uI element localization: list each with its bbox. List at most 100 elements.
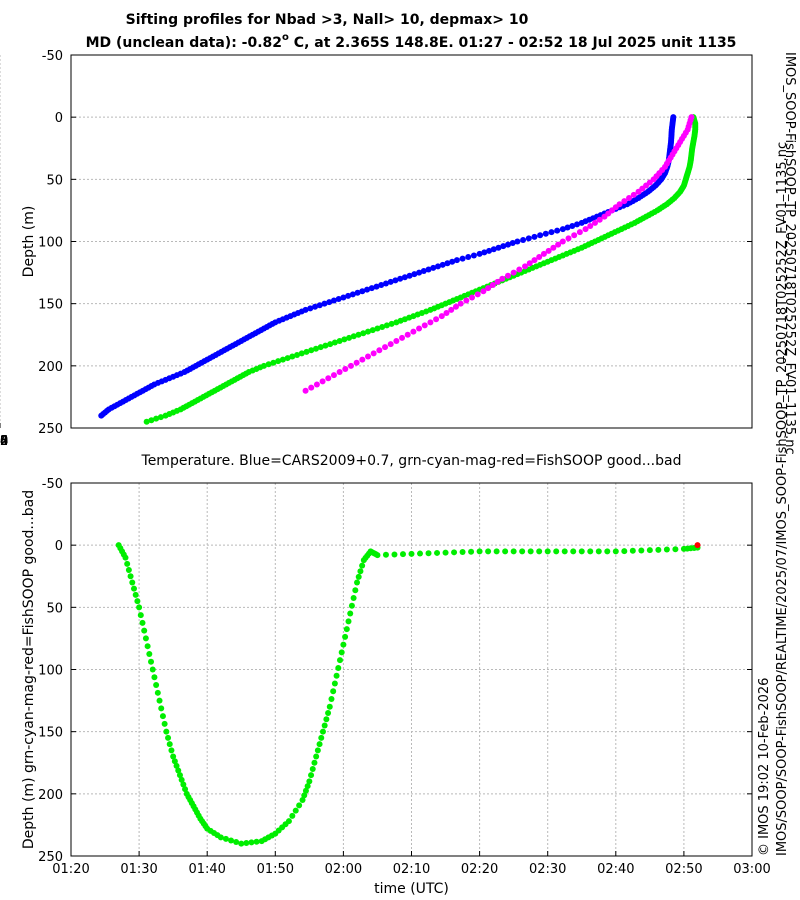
chart1-xtick-label: 02:30 (529, 862, 566, 877)
figure-titles: Sifting profiles for Nbad >3, Nall> 10, … (86, 12, 737, 51)
chart1-data-point (148, 658, 155, 665)
chart1-data-point (180, 781, 187, 788)
chart0-data-point (382, 280, 389, 287)
chart1-ytick-label: 150 (38, 726, 63, 741)
chart0-series-magenta (302, 114, 695, 394)
chart0-data-point (346, 334, 353, 341)
chart1-data-point (178, 776, 185, 783)
chart1-data-point (629, 547, 636, 554)
chart1-xtick-label: 02:50 (665, 862, 702, 877)
chart0-data-point (345, 292, 352, 299)
chart0-data-point (349, 291, 356, 298)
chart1-data-point (319, 728, 326, 735)
chart0-data-point (540, 250, 547, 257)
chart0-data-point (360, 330, 367, 337)
time-depth-panel: 01:20 01:30 01:40 01:50 02:00 02:10 02:20 02:30… (21, 477, 771, 897)
chart0-data-point (354, 289, 361, 296)
chart0-data-point (369, 327, 376, 334)
chart0-data-point (587, 222, 594, 229)
chart0-data-point (359, 356, 366, 363)
chart0-data-point (425, 266, 432, 273)
chart0-data-point (430, 264, 437, 271)
chart0-data-point (485, 285, 492, 292)
chart0-data-point (364, 328, 371, 335)
chart0-data-point (279, 356, 286, 363)
chart0-data-point (342, 365, 349, 372)
chart0-data-point (302, 387, 309, 394)
temperature-depth-panel: 14161820222426283032 -50 0 50 100 150 200 250 Te… (0, 49, 753, 469)
chart1-data-point (330, 688, 337, 695)
chart1-xtick-label: 02:00 (325, 862, 362, 877)
chart0-data-point (387, 278, 394, 285)
chart1-data-point (468, 548, 475, 555)
chart0-data-point (410, 328, 417, 335)
chart0-data-point (404, 331, 411, 338)
chart1-data-point (175, 767, 182, 774)
chart1-data-point (374, 552, 381, 559)
chart0-data-point (335, 296, 342, 303)
chart0-xtick-label: 24 (0, 434, 8, 449)
chart0-data-point (470, 252, 477, 259)
chart0-data-point (387, 341, 394, 348)
chart0-data-point (545, 247, 552, 254)
chart1-series-green (115, 542, 701, 847)
chart1-data-point (129, 579, 136, 586)
chart0-data-point (522, 263, 528, 270)
chart0-data-point (486, 247, 493, 254)
chart1-data-point (350, 595, 357, 602)
chart0-data-point (325, 375, 332, 382)
chart1-data-point (335, 664, 342, 671)
chart0-data-point (359, 288, 366, 295)
chart1-data-point (340, 641, 347, 648)
chart1-data-point (519, 548, 526, 555)
chart1-data-point (159, 713, 166, 720)
chart0-yaxis-label: Depth (m) (21, 206, 37, 278)
chart0-data-point (452, 303, 459, 310)
chart0-xtick-label: 20 (0, 434, 8, 449)
chart1-data-point (434, 549, 441, 556)
chart1-data-point (158, 705, 165, 712)
chart0-data-point (504, 241, 511, 248)
chart0-data-point (330, 297, 337, 304)
chart0-data-point (630, 191, 637, 198)
chart1-data-point (485, 548, 492, 555)
chart1-data-point (289, 812, 296, 819)
chart1-xtick-label: 02:40 (597, 862, 634, 877)
chart1-data-point (302, 787, 309, 794)
chart0-data-point (350, 333, 357, 340)
chart1-data-point (299, 797, 306, 804)
chart0-data-point (531, 257, 538, 264)
chart1-data-point (122, 554, 129, 561)
chart0-xtick-label: 18 (0, 434, 8, 449)
chart0-data-point (516, 266, 523, 273)
chart1-data-point (308, 772, 315, 779)
chart1-data-point (248, 839, 255, 846)
chart0-data-point (514, 238, 521, 245)
chart0-data-point (148, 417, 155, 424)
chart1-ytick-label: 0 (55, 539, 63, 554)
chart0-data-point (526, 260, 533, 267)
chart0-series-green (143, 114, 699, 425)
chart1-data-point (570, 548, 577, 555)
chart1-data-point (451, 549, 458, 556)
chart0-data-point (312, 303, 319, 310)
chart1-data-point (144, 643, 151, 650)
chart1-plot-frame (70, 482, 753, 857)
chart0-plot-frame (70, 54, 753, 429)
chart1-data-point (313, 753, 320, 760)
chart0-data-point (576, 229, 583, 236)
chart0-data-point (520, 236, 527, 243)
chart0-data-point (601, 213, 608, 220)
chart0-data-point (500, 243, 507, 250)
chart0-xtick-label: 32 (0, 434, 8, 449)
chart1-data-point (655, 546, 662, 553)
chart0-xaxis-label: Temperature. Blue=CARS2009+0.7, grn-cyan… (141, 453, 682, 469)
chart1-data-point (338, 649, 345, 656)
chart0-data-point (596, 216, 603, 223)
chart1-ytick-label: -50 (42, 477, 63, 492)
chart0-data-point (550, 244, 557, 251)
chart0-data-point (434, 263, 441, 270)
chart1-ytick-label: 50 (46, 601, 63, 616)
chart0-data-point (448, 306, 455, 313)
chart0-data-point (443, 309, 450, 316)
